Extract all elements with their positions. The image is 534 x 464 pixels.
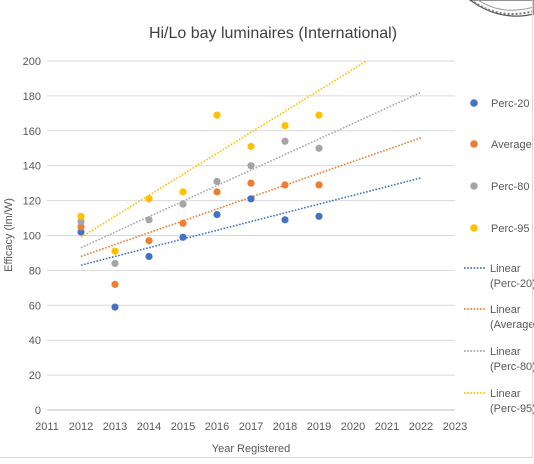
data-point xyxy=(179,200,187,208)
x-tick-label: 2023 xyxy=(443,421,467,433)
y-tick-label: 0 xyxy=(35,405,41,417)
data-point xyxy=(247,195,255,203)
x-tick-label: 2019 xyxy=(307,421,331,433)
y-tick-label: 200 xyxy=(23,56,41,68)
data-point xyxy=(145,252,153,261)
data-point xyxy=(111,247,119,255)
y-tick-label: 160 xyxy=(23,126,41,138)
trendline xyxy=(80,91,422,249)
legend-marker xyxy=(470,182,478,190)
legend-label: Perc-80 xyxy=(491,181,530,193)
x-tick-label: 2022 xyxy=(409,421,433,433)
data-point xyxy=(281,137,289,145)
legend-label: Perc-20 xyxy=(491,98,530,110)
x-tick-label: 2016 xyxy=(205,421,229,433)
data-point xyxy=(213,188,221,196)
trendline xyxy=(80,60,368,238)
legend-trend-label: Linear (Perc-20) xyxy=(490,263,534,290)
data-point xyxy=(111,259,119,268)
y-tick-label: 20 xyxy=(29,370,41,382)
trendline xyxy=(80,177,422,266)
x-tick-label: 2020 xyxy=(341,421,365,433)
y-tick-labels: 0 20 40 60 80 100 120 140 160 180 200 xyxy=(23,56,41,417)
data-point xyxy=(77,228,85,236)
y-tick-label: 120 xyxy=(23,196,41,208)
x-tick-label: 2021 xyxy=(375,421,399,433)
x-tick-label: 2018 xyxy=(273,421,297,433)
data-point xyxy=(281,181,289,189)
y-tick-label: 80 xyxy=(29,265,41,277)
data-point xyxy=(315,111,323,119)
x-tick-label: 2017 xyxy=(239,421,263,433)
data-point xyxy=(145,237,153,245)
x-tick-label: 2012 xyxy=(69,421,93,433)
data-point xyxy=(315,212,323,220)
data-point xyxy=(247,142,255,151)
legend-label: Average xyxy=(491,139,532,151)
x-tick-label: 2011 xyxy=(35,421,59,433)
x-axis-label: Year Registered xyxy=(212,443,290,455)
y-tick-label: 40 xyxy=(29,335,41,347)
data-point xyxy=(111,303,119,311)
x-tick-label: 2014 xyxy=(137,421,161,433)
data-point xyxy=(281,216,289,224)
data-point xyxy=(247,179,255,187)
data-point xyxy=(77,223,85,231)
legend-marker xyxy=(470,99,478,107)
legend-marker xyxy=(470,140,478,148)
data-point xyxy=(111,280,119,288)
y-tick-label: 180 xyxy=(23,91,41,103)
y-tick-label: 60 xyxy=(29,300,41,312)
legend-trend-label: Linear (Average) xyxy=(490,304,534,331)
data-point xyxy=(247,162,255,170)
data-point xyxy=(179,219,187,227)
chart-title: Hi/Lo bay luminaires (International) xyxy=(149,25,397,42)
data-point xyxy=(179,188,187,196)
y-axis-label: Efficacy (lm/W) xyxy=(3,198,15,272)
x-tick-label: 2013 xyxy=(103,421,127,433)
data-point xyxy=(145,195,153,203)
y-tick-label: 100 xyxy=(23,231,41,243)
y-tick-label: 140 xyxy=(23,161,41,173)
data-point xyxy=(179,233,187,241)
data-point xyxy=(77,217,85,226)
data-point xyxy=(77,212,85,220)
data-point xyxy=(213,177,221,186)
data-point xyxy=(213,210,221,219)
data-point xyxy=(145,216,153,224)
legend: Perc-20 Average Perc-80 Perc-95 Linear (Perc-… xyxy=(464,98,534,415)
x-tick-labels: 2011 2012 2013 2014 2015 2016 2017 2018 2019 2020… xyxy=(35,421,467,433)
data-point xyxy=(213,111,221,119)
data-points xyxy=(77,111,323,311)
data-point xyxy=(315,144,323,152)
data-point xyxy=(315,181,323,189)
legend-label: Perc-95 xyxy=(491,223,530,235)
legend-trend-label: Linear (Perc-80) xyxy=(490,346,534,373)
legend-marker xyxy=(470,224,478,232)
x-tick-label: 2015 xyxy=(171,421,195,433)
legend-trend-label: Linear (Perc-95) xyxy=(490,388,534,415)
data-point xyxy=(281,121,289,130)
